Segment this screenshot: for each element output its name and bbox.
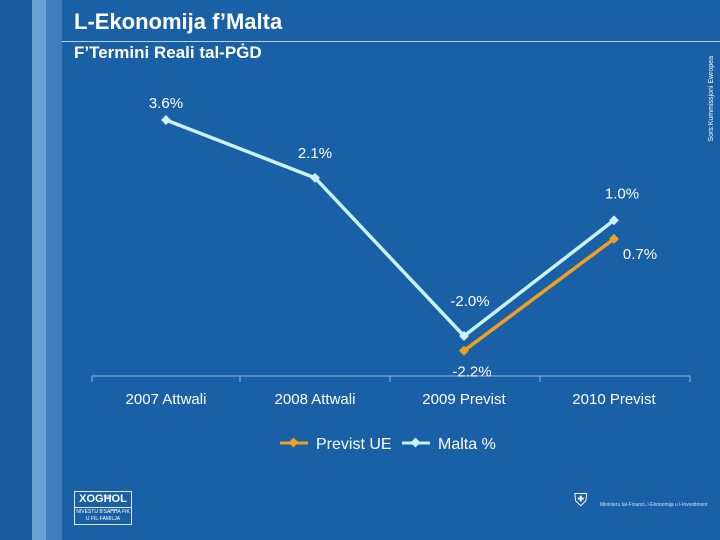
series-line-eu — [462, 237, 616, 353]
page-title: L-Ekonomija f’Malta — [74, 9, 283, 34]
data-point-malta — [161, 115, 171, 125]
xoghol-logo: XOGĦOL NIVESTU B'SAĦĦA FIK U FIL-FAMILJA — [74, 491, 132, 525]
data-point-eu — [459, 345, 469, 356]
data-point-malta — [609, 215, 619, 226]
legend-eu-marker — [288, 437, 299, 448]
data-label: 3.6% — [149, 95, 183, 112]
x-tick-label: 2010 Previst — [572, 391, 656, 408]
x-tick-label: 2008 Attwali — [275, 391, 356, 408]
logo-tagline: NIVESTU B'SAĦĦA FIK U FIL-FAMILJA — [76, 509, 130, 522]
data-label: 0.7% — [623, 246, 657, 263]
data-label: -2.2% — [452, 364, 491, 381]
data-point-eu — [609, 233, 619, 244]
legend-eu-label: Previst UE — [316, 436, 392, 453]
ministry-name: Ministeru tal-Finanzi, l-Ekonomija u l-I… — [600, 502, 708, 508]
data-point-malta — [459, 331, 469, 341]
chart-subtitle: F’Termini Reali tal-PĠD — [74, 43, 262, 62]
left-stripe-inner — [46, 0, 62, 540]
logo-title: XOGĦOL — [75, 492, 131, 508]
legend-malta-label: Malta % — [438, 436, 496, 453]
x-tick-label: 2009 Previst — [422, 391, 506, 408]
data-label: -2.0% — [450, 293, 489, 310]
x-tick-label: 2007 Attwali — [126, 391, 207, 408]
legend-malta-marker — [410, 437, 421, 448]
series-line-malta — [165, 118, 616, 339]
data-label: 2.1% — [298, 145, 332, 162]
legend: Previst UE Malta % — [280, 436, 496, 453]
data-point-malta — [310, 172, 320, 183]
title-divider — [62, 41, 720, 42]
data-label: 1.0% — [605, 185, 639, 202]
crest-icon: ⛨ — [574, 490, 588, 510]
left-stripe — [32, 0, 46, 540]
